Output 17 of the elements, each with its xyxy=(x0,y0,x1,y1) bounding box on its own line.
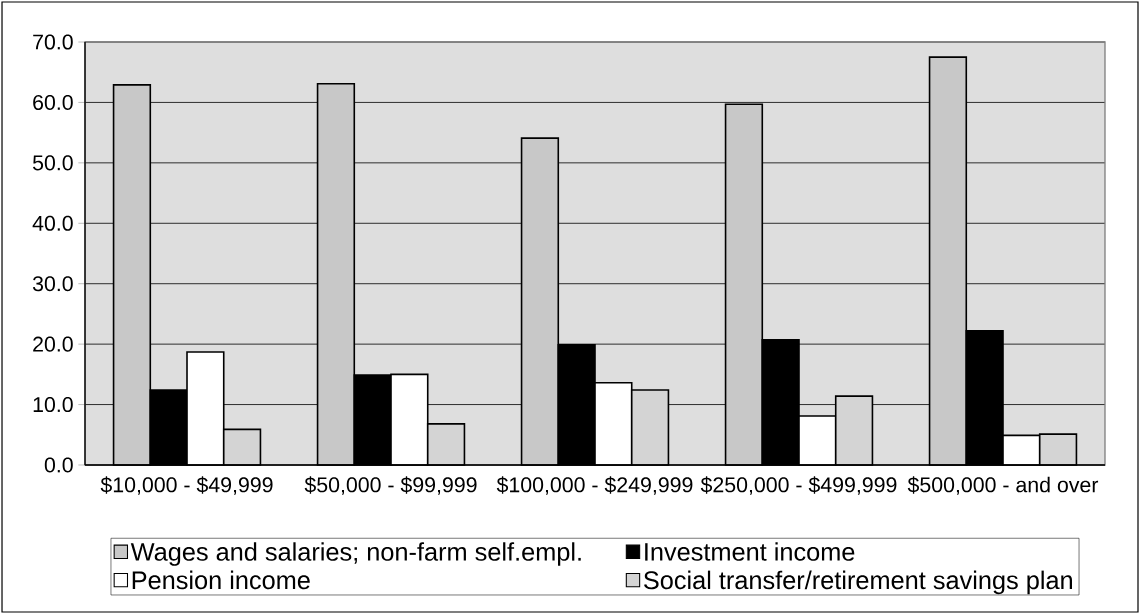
x-tick-label: $250,000 - $499,999 xyxy=(700,476,897,495)
y-tick-label: 40.0 xyxy=(32,215,73,231)
x-tick-label: $500,000 - and over xyxy=(907,476,1099,495)
y-tick-label: 20.0 xyxy=(33,336,73,352)
legend-label: Investment income xyxy=(645,542,855,561)
x-tick-label: $100,000 - $249,999 xyxy=(496,476,693,495)
legend-label: Wages and salaries; non-farm self.empl. xyxy=(130,542,581,566)
legend-label: Pension income xyxy=(132,570,310,590)
y-tick-label: 0.0 xyxy=(44,457,73,473)
y-tick-label: 70.0 xyxy=(33,34,73,50)
x-tick-label: $50,000 - $99,999 xyxy=(304,476,477,495)
x-tick-label: $10,000 - $49,999 xyxy=(100,476,273,495)
y-tick-label: 30.0 xyxy=(32,276,73,292)
y-tick-label: 60.0 xyxy=(33,94,73,110)
y-tick-label: 10.0 xyxy=(33,397,73,413)
legend-label: Social transfer/retirement savings plan xyxy=(644,570,1072,595)
y-tick-label: 50.0 xyxy=(32,155,73,171)
